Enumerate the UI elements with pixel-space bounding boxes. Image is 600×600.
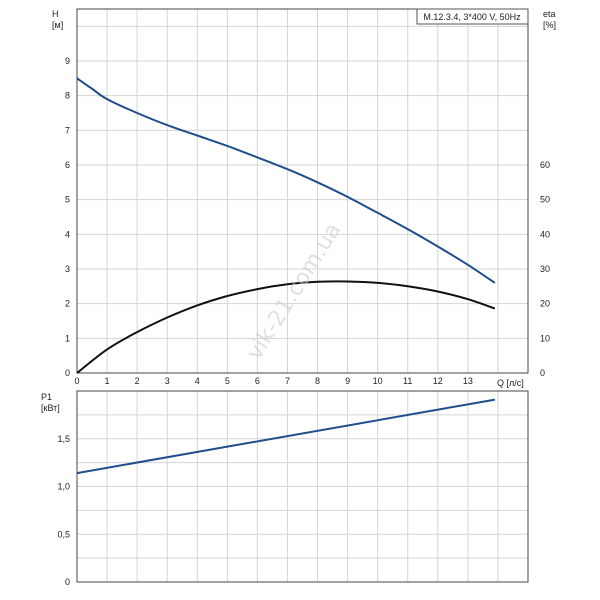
power-tick-label: 0,5 [57,529,70,539]
x-tick-label: 3 [165,376,170,386]
efficiency-curve [76,280,496,374]
efficiency-tick-labels: 0 10 20 30 40 50 60 [540,160,550,378]
x-tick-label: 6 [255,376,260,386]
power-tick-labels: 0 0,5 1,0 1,5 [57,434,70,587]
x-tick-label: 9 [345,376,350,386]
head-tick-label: 3 [65,264,70,274]
power-tick-label: 1,5 [57,434,70,444]
x-tick-label: 12 [433,376,443,386]
efficiency-axis-unit: [%] [543,20,556,30]
x-tick-label: 2 [135,376,140,386]
legend-text: M.12.3.4, 3*400 V, 50Hz [423,12,521,22]
head-tick-label: 6 [65,160,70,170]
x-tick-label: 11 [403,376,412,386]
legend-box [416,8,529,25]
efficiency-tick-label: 10 [540,333,550,343]
efficiency-tick-label: 20 [540,299,550,309]
x-tick-label: 7 [285,376,290,386]
head-tick-label: 2 [65,299,70,309]
x-tick-label: 4 [195,376,200,386]
efficiency-tick-label: 50 [540,195,550,205]
watermark: vik-21.com.ua [242,219,346,365]
power-axis-unit: [кВт] [41,403,60,413]
power-axis-label: P1 [41,392,52,402]
head-tick-label: 7 [65,125,70,135]
x-tick-label: 8 [315,376,320,386]
flow-axis-label: Q [л/с] [497,378,524,388]
head-tick-label: 8 [65,91,70,101]
head-tick-label: 5 [65,195,70,205]
bottom-plot-grid [77,391,528,582]
bottom-plot-frame [76,390,529,583]
power-tick-label: 0 [65,577,70,587]
head-axis-unit: [м] [52,20,63,30]
x-tick-label: 0 [74,376,79,386]
efficiency-tick-label: 40 [540,229,550,239]
efficiency-tick-label: 0 [540,368,545,378]
head-curve [76,77,496,284]
head-tick-labels: 0 1 2 3 4 5 6 7 8 9 [65,56,70,378]
top-plot-grid [77,9,528,373]
head-tick-label: 4 [65,229,70,239]
top-x-tick-labels: 0 1 2 3 4 5 6 7 8 9 10 11 12 13 [74,376,472,386]
curves [76,77,496,475]
efficiency-tick-label: 60 [540,160,550,170]
head-tick-label: 9 [65,56,70,66]
power-curve [76,398,496,475]
top-plot-frame [76,8,529,374]
x-tick-label: 13 [463,376,473,386]
head-axis-label: H [52,9,59,19]
efficiency-tick-label: 30 [540,264,550,274]
head-tick-label: 0 [65,368,70,378]
x-tick-label: 1 [105,376,110,386]
x-tick-label: 5 [225,376,230,386]
x-tick-label: 10 [373,376,383,386]
power-tick-label: 1,0 [57,482,70,492]
head-tick-label: 1 [65,333,70,343]
efficiency-axis-label: eta [543,9,556,19]
